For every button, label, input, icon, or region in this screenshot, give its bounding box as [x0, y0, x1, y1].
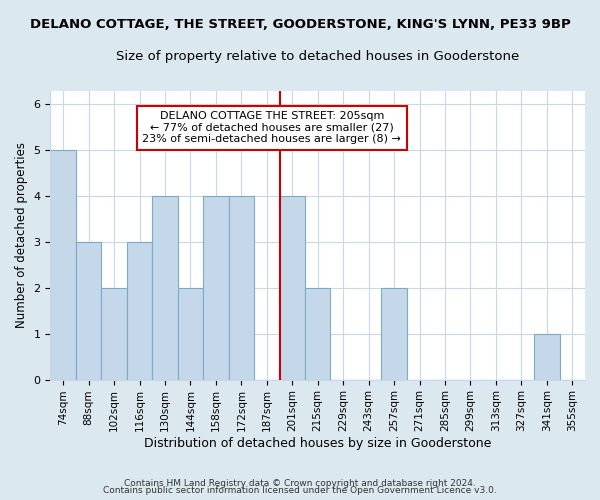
Bar — [280, 196, 305, 380]
Bar — [101, 288, 127, 380]
Text: DELANO COTTAGE, THE STREET, GOODERSTONE, KING'S LYNN, PE33 9BP: DELANO COTTAGE, THE STREET, GOODERSTONE,… — [29, 18, 571, 30]
Text: Contains public sector information licensed under the Open Government Licence v3: Contains public sector information licen… — [103, 486, 497, 495]
Title: Size of property relative to detached houses in Gooderstone: Size of property relative to detached ho… — [116, 50, 520, 63]
Text: Contains HM Land Registry data © Crown copyright and database right 2024.: Contains HM Land Registry data © Crown c… — [124, 478, 476, 488]
Bar — [50, 150, 76, 380]
X-axis label: Distribution of detached houses by size in Gooderstone: Distribution of detached houses by size … — [144, 437, 491, 450]
Bar — [382, 288, 407, 380]
Bar — [127, 242, 152, 380]
Bar — [229, 196, 254, 380]
Bar — [203, 196, 229, 380]
Bar — [305, 288, 331, 380]
Bar — [152, 196, 178, 380]
Bar — [76, 242, 101, 380]
Bar — [178, 288, 203, 380]
Bar — [534, 334, 560, 380]
Y-axis label: Number of detached properties: Number of detached properties — [15, 142, 28, 328]
Text: DELANO COTTAGE THE STREET: 205sqm
← 77% of detached houses are smaller (27)
23% : DELANO COTTAGE THE STREET: 205sqm ← 77% … — [142, 111, 401, 144]
